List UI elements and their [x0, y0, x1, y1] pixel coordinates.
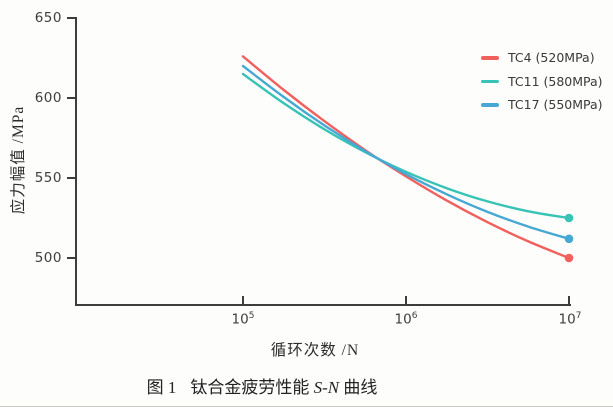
legend-item-tc4: TC4 (520MPa)	[481, 46, 603, 70]
legend-label-tc17: TC17 (550MPa)	[508, 97, 603, 113]
y-tick-650: 650	[34, 10, 62, 26]
y-axis-label: 应力幅值 /MPa	[10, 105, 27, 215]
bottom-rule	[0, 405, 613, 407]
x-tick-base: 10	[558, 311, 576, 328]
x-tick-1e6: 106	[386, 311, 426, 328]
legend: TC4 (520MPa) TC11 (580MPa) TC17 (550MPa)	[481, 46, 603, 117]
series-endpoint-tc4	[564, 253, 574, 263]
x-tick-1e7: 107	[550, 311, 590, 328]
series-endpoint-tc17	[564, 234, 574, 244]
y-tick-600: 600	[34, 90, 62, 106]
legend-item-tc17: TC17 (550MPa)	[481, 93, 603, 117]
x-tick-exp: 5	[248, 311, 255, 321]
y-tick-marks	[67, 17, 76, 259]
x-tick-exp: 7	[575, 311, 582, 321]
legend-swatch-tc11	[481, 79, 499, 83]
legend-label-tc11: TC11 (580MPa)	[508, 73, 603, 89]
legend-item-tc11: TC11 (580MPa)	[481, 70, 603, 94]
legend-swatch-tc4	[481, 56, 499, 60]
y-tick-500: 500	[34, 250, 62, 266]
series-layer	[241, 55, 574, 263]
x-tick-base: 10	[231, 311, 249, 328]
caption-number: 图 1	[146, 378, 177, 397]
caption-text: 钛合金疲劳性能	[190, 378, 314, 397]
series-line-tc17	[241, 64, 571, 240]
caption-text-tail: 曲线	[339, 378, 378, 397]
x-tick-base: 10	[394, 311, 412, 328]
x-tick-1e5: 105	[223, 311, 263, 328]
series-endpoint-tc11	[564, 213, 574, 223]
legend-label-tc4: TC4 (520MPa)	[508, 50, 595, 66]
y-tick-550: 550	[34, 170, 62, 186]
caption-italic-sn: S-N	[313, 378, 340, 397]
series-line-tc11	[241, 72, 571, 220]
x-axis-label: 循环次数 /N	[270, 342, 360, 359]
series-line-tc4	[241, 55, 571, 260]
x-tick-marks	[242, 296, 570, 305]
legend-swatch-tc17	[481, 103, 499, 107]
x-tick-exp: 6	[411, 311, 418, 321]
figure-caption: 图 1 钛合金疲劳性能 S-N 曲线	[0, 373, 524, 398]
